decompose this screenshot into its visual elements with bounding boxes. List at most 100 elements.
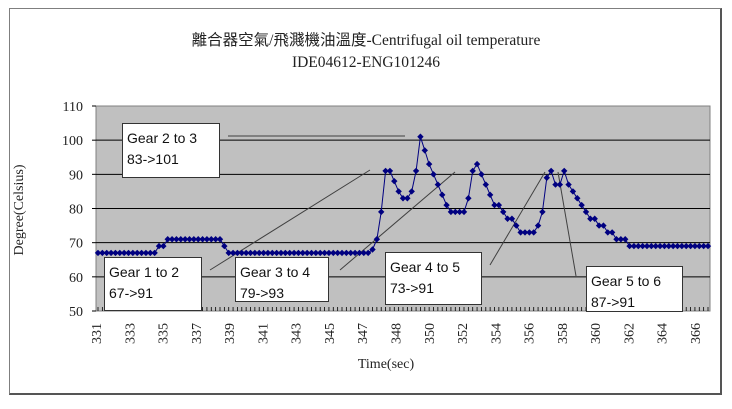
data-point-marker	[229, 249, 237, 257]
data-point-marker	[552, 181, 559, 188]
data-point-marker	[373, 236, 381, 243]
data-point-marker	[99, 249, 106, 257]
data-point-marker	[500, 208, 507, 216]
x-tick-label: 337	[190, 323, 205, 344]
data-point-marker	[334, 249, 341, 257]
data-point-marker	[151, 249, 158, 257]
data-point-marker	[469, 167, 476, 175]
data-point-marker	[186, 236, 193, 243]
data-point-marker	[678, 242, 686, 250]
data-point-marker	[643, 242, 651, 250]
chart-title: 離合器空氣/飛濺機油溫度-Centrifugal oil temperature	[191, 32, 541, 49]
data-point-marker	[251, 249, 259, 257]
data-point-marker	[286, 249, 293, 257]
data-point-marker	[491, 201, 498, 209]
data-point-marker	[378, 208, 385, 216]
data-point-marker	[434, 181, 442, 188]
data-point-marker	[369, 246, 376, 253]
data-point-marker	[513, 222, 520, 229]
x-tick-label: 335	[157, 323, 172, 344]
data-point-marker	[447, 208, 455, 216]
data-point-marker	[256, 249, 263, 257]
data-point-marker	[691, 242, 699, 250]
data-point-marker	[273, 249, 280, 257]
data-point-marker	[195, 236, 202, 243]
data-point-marker	[439, 191, 446, 199]
data-point-marker	[129, 249, 137, 257]
x-tick-label: 366	[689, 323, 704, 344]
annotation-gear-4-5: Gear 4 to 5 73->91	[385, 252, 482, 305]
data-point-marker	[465, 195, 472, 202]
data-point-marker	[277, 249, 285, 257]
data-point-marker	[669, 242, 677, 250]
data-point-marker	[347, 249, 354, 257]
data-point-marker	[595, 222, 603, 229]
data-point-marker	[343, 249, 350, 257]
data-point-marker	[452, 208, 459, 216]
data-point-marker	[164, 236, 171, 243]
y-tick-label: 90	[69, 168, 83, 183]
annotation-leader-line	[489, 171, 546, 266]
annotation-gear-3-4: Gear 3 to 4 79->93	[235, 257, 329, 302]
data-point-marker	[199, 236, 206, 243]
data-point-marker	[687, 242, 694, 250]
data-point-marker	[543, 174, 550, 181]
data-point-marker	[460, 208, 468, 216]
data-point-marker	[321, 249, 328, 257]
data-point-marker	[482, 181, 489, 188]
data-point-marker	[530, 229, 537, 236]
data-point-marker	[238, 249, 245, 257]
data-point-marker	[521, 229, 529, 236]
data-point-marker	[112, 249, 119, 257]
data-point-marker	[665, 242, 672, 250]
data-point-marker	[674, 242, 681, 250]
x-tick-label: 347	[356, 323, 371, 344]
y-tick-label: 100	[62, 134, 83, 149]
data-point-marker	[704, 242, 712, 250]
data-point-marker	[203, 236, 211, 243]
data-point-marker	[290, 249, 298, 257]
data-point-marker	[303, 249, 311, 257]
data-point-marker	[425, 160, 433, 168]
x-tick-label: 333	[123, 323, 138, 344]
data-point-marker	[508, 215, 516, 222]
data-point-marker	[404, 195, 411, 202]
data-point-marker	[661, 242, 668, 250]
y-tick-label: 60	[69, 271, 83, 286]
x-tick-label: 339	[223, 323, 238, 344]
data-point-marker	[317, 249, 324, 257]
data-point-marker	[696, 242, 703, 250]
data-point-marker	[534, 222, 542, 229]
x-tick-label: 348	[390, 323, 405, 344]
data-point-marker	[282, 249, 289, 257]
x-tick-label: 354	[489, 323, 504, 344]
data-point-marker	[212, 236, 219, 243]
y-tick-label: 80	[69, 203, 83, 218]
data-point-marker	[526, 229, 533, 236]
y-tick-label: 50	[69, 305, 83, 320]
data-point-marker	[116, 249, 123, 257]
data-point-marker	[504, 215, 511, 222]
data-point-marker	[517, 229, 524, 236]
x-tick-label: 343	[290, 323, 305, 344]
data-point-marker	[613, 236, 620, 243]
x-tick-label: 350	[423, 323, 438, 344]
data-point-marker	[386, 167, 394, 175]
data-point-marker	[591, 215, 598, 222]
data-point-marker	[181, 236, 189, 243]
data-point-marker	[600, 222, 607, 229]
data-point-marker	[561, 167, 568, 175]
data-point-marker	[412, 167, 420, 175]
data-point-marker	[134, 249, 141, 257]
data-point-marker	[234, 249, 241, 257]
y-tick-label: 110	[63, 100, 83, 115]
data-point-marker	[486, 191, 494, 199]
data-point-marker	[160, 242, 167, 250]
data-point-marker	[208, 236, 215, 243]
x-tick-label: 362	[622, 323, 637, 344]
data-point-marker	[700, 242, 707, 250]
data-point-marker	[177, 236, 184, 243]
data-point-marker	[648, 242, 655, 250]
data-point-marker	[473, 160, 481, 168]
